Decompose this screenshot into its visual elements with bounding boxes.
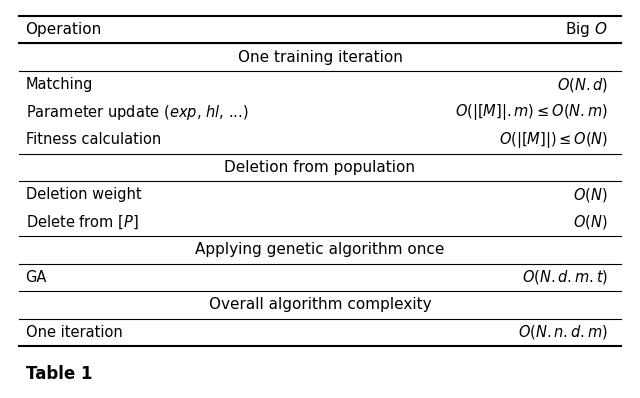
- Text: $\mathit{O}(|[\mathit{M}]|.\mathit{m}) \leq \mathit{O}(\mathit{N}.\mathit{m})$: $\mathit{O}(|[\mathit{M}]|.\mathit{m}) \…: [455, 102, 608, 122]
- Text: $\mathit{O}(\mathit{N}.\mathit{d}.\mathit{m}.\mathit{t})$: $\mathit{O}(\mathit{N}.\mathit{d}.\mathi…: [522, 268, 608, 287]
- Text: GA: GA: [26, 270, 47, 285]
- Text: One iteration: One iteration: [26, 325, 122, 340]
- Text: Matching: Matching: [26, 77, 93, 92]
- Text: $\mathit{O}(\mathit{N})$: $\mathit{O}(\mathit{N})$: [573, 213, 608, 231]
- Text: One training iteration: One training iteration: [237, 50, 403, 65]
- Text: $\mathit{O}(|[\mathit{M}]|) \leq \mathit{O}(\mathit{N})$: $\mathit{O}(|[\mathit{M}]|) \leq \mathit…: [499, 130, 608, 150]
- Text: Operation: Operation: [26, 22, 102, 37]
- Text: Parameter update ($\mathit{exp}$, $\mathit{hl}$, ...): Parameter update ($\mathit{exp}$, $\math…: [26, 103, 248, 122]
- Text: Deletion weight: Deletion weight: [26, 187, 141, 202]
- Text: Applying genetic algorithm once: Applying genetic algorithm once: [195, 242, 445, 258]
- Text: Fitness calculation: Fitness calculation: [26, 132, 161, 147]
- Text: Big $\mathit{O}$: Big $\mathit{O}$: [565, 20, 608, 39]
- Text: Delete from $[\mathit{P}]$: Delete from $[\mathit{P}]$: [26, 214, 138, 231]
- Text: Deletion from population: Deletion from population: [225, 160, 415, 175]
- Text: $\mathit{O}(\mathit{N}.\mathit{n}.\mathit{d}.\mathit{m})$: $\mathit{O}(\mathit{N}.\mathit{n}.\mathi…: [518, 324, 608, 341]
- Text: Table 1: Table 1: [26, 365, 92, 383]
- Text: $\mathit{O}(\mathit{N})$: $\mathit{O}(\mathit{N})$: [573, 186, 608, 204]
- Text: Overall algorithm complexity: Overall algorithm complexity: [209, 297, 431, 312]
- Text: $\mathit{O}(\mathit{N}.\mathit{d})$: $\mathit{O}(\mathit{N}.\mathit{d})$: [557, 76, 608, 94]
